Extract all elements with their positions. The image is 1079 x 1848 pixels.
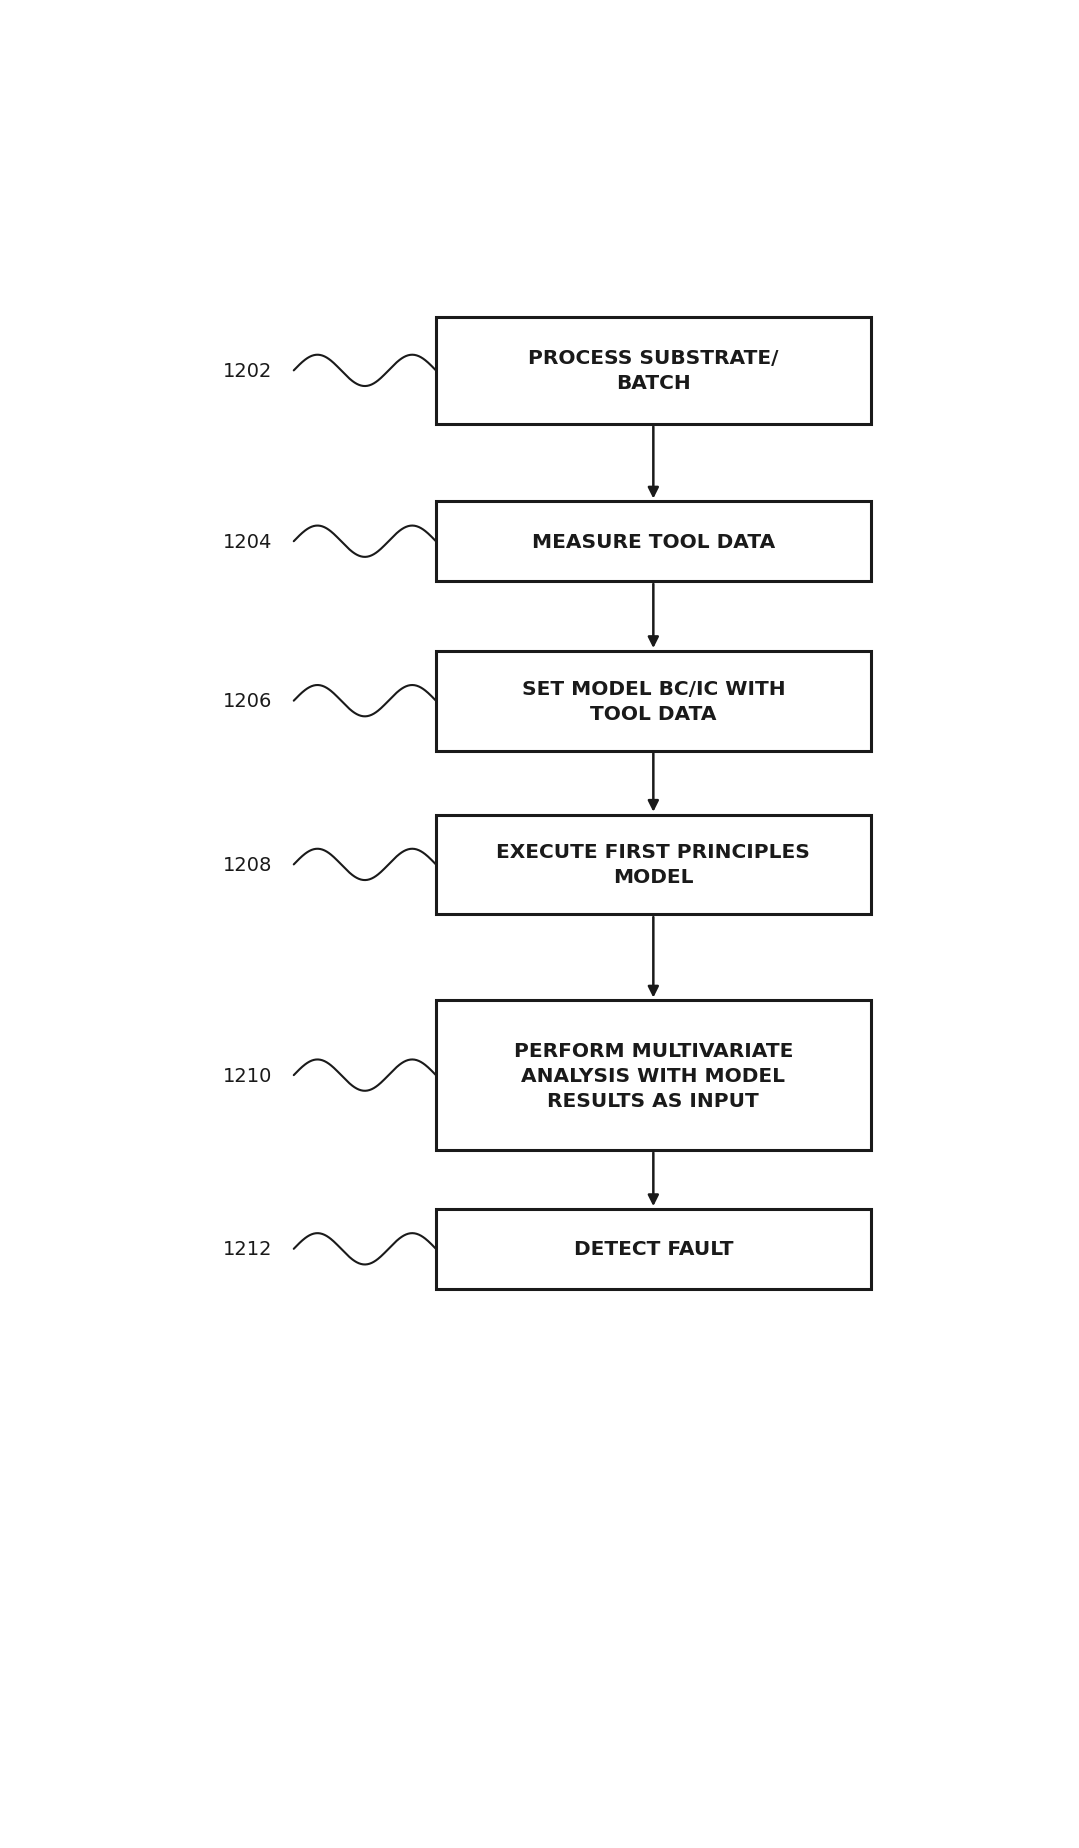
Text: MEASURE TOOL DATA: MEASURE TOOL DATA [532, 532, 775, 551]
Text: EXECUTE FIRST PRINCIPLES
MODEL: EXECUTE FIRST PRINCIPLES MODEL [496, 843, 810, 887]
Text: 1204: 1204 [222, 532, 272, 551]
Text: 1202: 1202 [222, 362, 272, 381]
FancyBboxPatch shape [436, 815, 871, 915]
FancyBboxPatch shape [436, 652, 871, 750]
Text: 1210: 1210 [222, 1066, 272, 1085]
Text: 1206: 1206 [222, 691, 272, 711]
FancyBboxPatch shape [436, 1002, 871, 1149]
Text: 1212: 1212 [222, 1240, 272, 1258]
Text: 1208: 1208 [222, 856, 272, 874]
Text: PROCESS SUBSTRATE/
BATCH: PROCESS SUBSTRATE/ BATCH [528, 349, 779, 394]
FancyBboxPatch shape [436, 503, 871, 582]
Text: DETECT FAULT: DETECT FAULT [574, 1240, 733, 1258]
FancyBboxPatch shape [436, 318, 871, 425]
Text: SET MODEL BC/IC WITH
TOOL DATA: SET MODEL BC/IC WITH TOOL DATA [521, 680, 786, 723]
Text: PERFORM MULTIVARIATE
ANALYSIS WITH MODEL
RESULTS AS INPUT: PERFORM MULTIVARIATE ANALYSIS WITH MODEL… [514, 1040, 793, 1111]
FancyBboxPatch shape [436, 1209, 871, 1290]
